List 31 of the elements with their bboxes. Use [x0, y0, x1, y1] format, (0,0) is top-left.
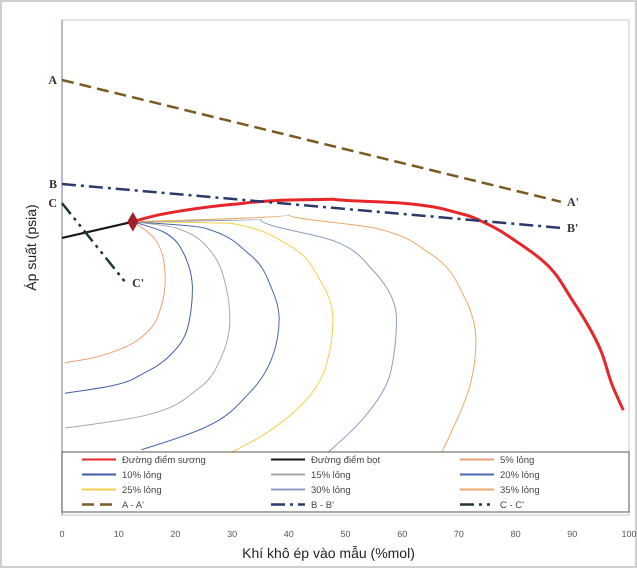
- x-tick-label: 60: [397, 529, 408, 539]
- legend-label: 5% lỏng: [500, 455, 534, 466]
- legend-label: 15% lỏng: [311, 470, 351, 481]
- annotation: B: [48, 176, 57, 191]
- x-tick-label: 70: [454, 529, 464, 539]
- legend-label: 35% lỏng: [500, 485, 540, 496]
- legend-label: Đường điểm bọt: [311, 455, 380, 466]
- x-tick-label: 50: [340, 529, 351, 539]
- legend-label: 30% lỏng: [311, 485, 351, 496]
- annotation: A: [48, 73, 58, 87]
- x-tick-label: 20: [170, 529, 180, 539]
- x-tick-label: 30: [227, 529, 238, 539]
- x-tick-label: 100: [621, 529, 637, 539]
- legend-label: 20% lỏng: [500, 470, 540, 481]
- legend-label: C - C': [500, 500, 524, 511]
- annotation: A': [566, 194, 579, 209]
- x-tick-label: 90: [567, 529, 578, 539]
- annotation: B': [566, 220, 578, 235]
- x-tick-label: 80: [510, 529, 521, 539]
- y-axis-title: Áp suất (psia): [23, 204, 39, 291]
- x-tick-label: 0: [59, 529, 65, 539]
- legend-label: B - B': [311, 500, 334, 511]
- legend-label: Đường điểm sương: [122, 455, 206, 466]
- x-axis-title: Khí khô ép vào mẫu (%mol): [242, 545, 415, 561]
- annotation: C': [132, 276, 144, 290]
- x-tick-label: 40: [284, 529, 294, 539]
- annotation: C: [48, 196, 57, 210]
- legend-label: A - A': [122, 500, 144, 511]
- legend-label: 25% lỏng: [122, 485, 162, 496]
- legend-label: 10% lỏng: [122, 470, 162, 481]
- x-tick-label: 10: [114, 529, 124, 539]
